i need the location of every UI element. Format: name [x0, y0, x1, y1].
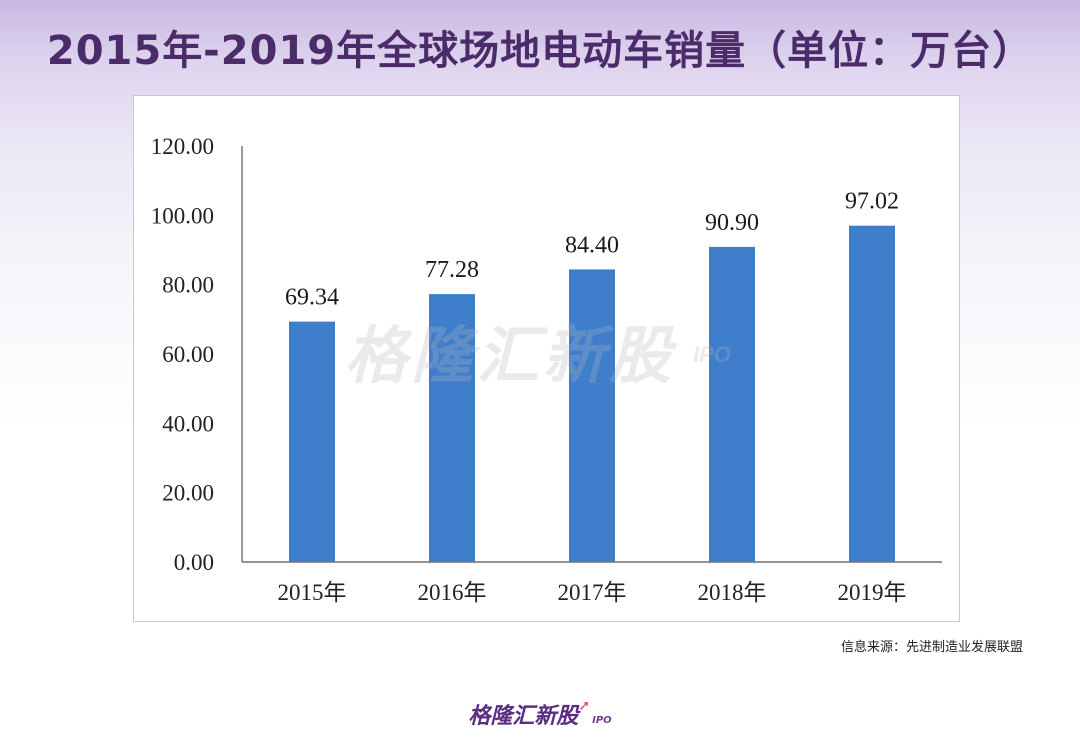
x-tick-label: 2015年 — [278, 580, 347, 605]
y-tick-label: 100.00 — [151, 203, 214, 228]
data-label: 69.34 — [285, 285, 339, 311]
chart-frame: 0.00 20.00 40.00 60.00 80.00 100.00 120.00 69.… — [133, 95, 960, 622]
bar — [289, 321, 335, 562]
y-tick-label: 120.00 — [151, 134, 214, 159]
y-tick-label: 60.00 — [162, 342, 214, 367]
data-label: 77.28 — [425, 257, 479, 283]
page-title: 2015年-2019年全球场地电动车销量（单位：万台） — [46, 28, 1034, 74]
watermark-sub: IPO — [693, 342, 731, 367]
y-axis-ticks: 0.00 20.00 40.00 60.00 80.00 100.00 120.00 — [151, 134, 214, 575]
y-tick-label: 20.00 — [162, 481, 214, 506]
x-tick-label: 2017年 — [558, 580, 627, 605]
footer-logo-sub: IPO — [592, 715, 612, 726]
data-label: 84.40 — [565, 232, 619, 258]
bar — [569, 269, 615, 562]
x-tick-label: 2016年 — [418, 580, 487, 605]
source-note: 信息来源：先进制造业发展联盟 — [840, 640, 1023, 655]
x-tick-label: 2019年 — [838, 580, 907, 605]
bars — [289, 225, 895, 562]
footer-logo-text: 格隆汇新股 — [468, 704, 579, 729]
y-tick-label: 40.00 — [162, 411, 214, 436]
bar — [429, 294, 475, 562]
arrow-icon: ➚ — [578, 698, 591, 714]
x-axis-labels: 2015年 2016年 2017年 2018年 2019年 — [278, 580, 907, 605]
data-labels: 69.34 77.28 84.40 90.90 97.02 — [285, 189, 899, 311]
watermark: 格隆汇新股 — [345, 319, 676, 392]
data-label: 97.02 — [845, 189, 899, 215]
bar — [709, 246, 755, 562]
y-tick-label: 0.00 — [174, 550, 214, 575]
footer-logo: 格隆汇新股➚IPO — [0, 698, 1080, 730]
bar — [849, 225, 895, 562]
data-label: 90.90 — [705, 210, 759, 236]
x-tick-label: 2018年 — [698, 580, 767, 605]
y-tick-label: 80.00 — [162, 273, 214, 298]
bar-chart: 0.00 20.00 40.00 60.00 80.00 100.00 120.00 69.… — [151, 134, 942, 605]
